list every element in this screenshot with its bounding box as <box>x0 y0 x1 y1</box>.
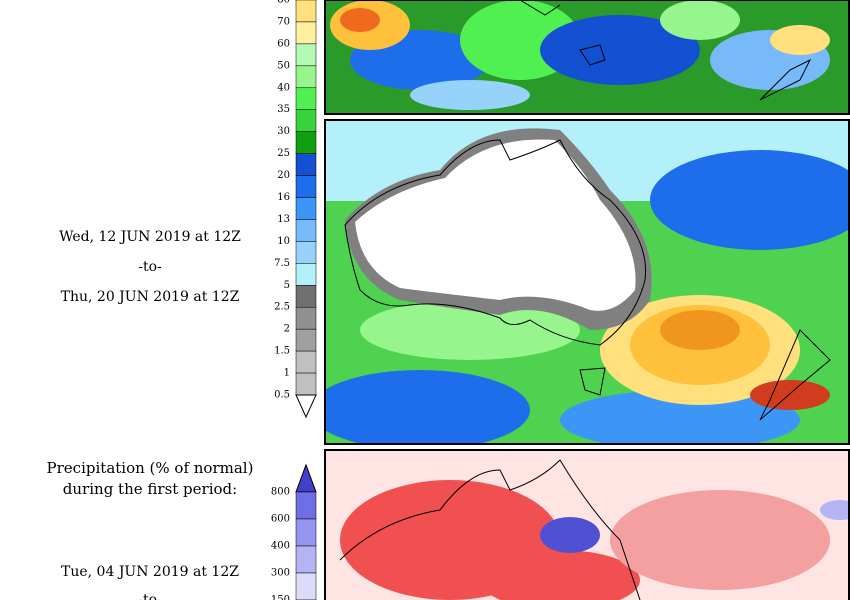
colorbar-box <box>295 175 317 198</box>
colorbar-label: 20 <box>277 170 290 181</box>
colorbar-arrow <box>295 463 317 493</box>
colorbar-label: 800 <box>271 487 290 498</box>
colorbar-label: 40 <box>277 82 290 93</box>
colorbar-box <box>295 219 317 242</box>
date-from: Tue, 04 JUN 2019 at 12Z <box>61 564 239 580</box>
colorbar-label: 7.5 <box>274 258 290 269</box>
colorbar-label: 2.5 <box>274 302 290 313</box>
colorbar-label: 1.5 <box>274 346 290 357</box>
colorbar-box <box>295 43 317 67</box>
colorbar-label: 10 <box>277 236 290 247</box>
colorbar-box <box>295 21 317 45</box>
colorbar-box <box>295 241 317 264</box>
colorbar-label: 25 <box>277 148 290 159</box>
map-bottom <box>326 451 848 600</box>
colorbar-box <box>295 518 317 547</box>
colorbar-box <box>295 285 317 308</box>
colorbar-box <box>295 87 317 110</box>
colorbar-box <box>295 572 317 600</box>
colorbar-label: 30 <box>277 126 290 137</box>
colorbar-label: 70 <box>277 16 290 27</box>
colorbar-box <box>295 263 317 286</box>
colorbar-label: 35 <box>277 104 290 115</box>
colorbar-label: 400 <box>271 541 290 552</box>
colorbars: 80 70 60 50 40 35 30 25 20 16 13 10 7.5 5 2.5 2 1.5 1 0.5 8… <box>271 0 317 600</box>
colorbar-box <box>295 545 317 574</box>
colorbar-box <box>295 372 317 396</box>
colorbar-label: 300 <box>271 568 290 579</box>
separator: -to- <box>138 259 162 275</box>
colorbar-box <box>295 109 317 132</box>
colorbar-label: 5 <box>284 280 290 291</box>
colorbar-box <box>295 0 317 23</box>
colorbar-label: 2 <box>284 324 290 335</box>
colorbar-label: 600 <box>271 514 290 525</box>
colorbar-box <box>295 306 317 330</box>
colorbar-label: 150 <box>271 595 290 600</box>
colorbar-arrow <box>295 394 317 419</box>
colorbar-box <box>295 350 317 374</box>
colorbar-label: 80 <box>277 0 290 6</box>
title: during the first period: <box>63 480 237 498</box>
title: Precipitation (% of normal) <box>47 459 254 477</box>
separator: -to- <box>138 592 162 600</box>
map-top <box>326 0 849 113</box>
colorbar-label: 0.5 <box>274 390 290 401</box>
colorbar-label: 50 <box>277 60 290 71</box>
date-from: Wed, 12 JUN 2019 at 12Z <box>59 229 241 245</box>
colorbar-label: 16 <box>277 192 290 203</box>
colorbar-box <box>295 328 317 352</box>
colorbar-box <box>295 491 317 520</box>
colorbar-label: 60 <box>277 38 290 49</box>
colorbar-box <box>295 65 317 89</box>
colorbar-label: 1 <box>284 368 290 379</box>
date-to: Thu, 20 JUN 2019 at 12Z <box>61 289 240 305</box>
colorbar-box <box>295 153 317 176</box>
colorbar-box <box>295 197 317 220</box>
colorbar-label: 13 <box>277 214 290 225</box>
map-middle <box>326 121 848 443</box>
colorbar-box <box>295 131 317 154</box>
